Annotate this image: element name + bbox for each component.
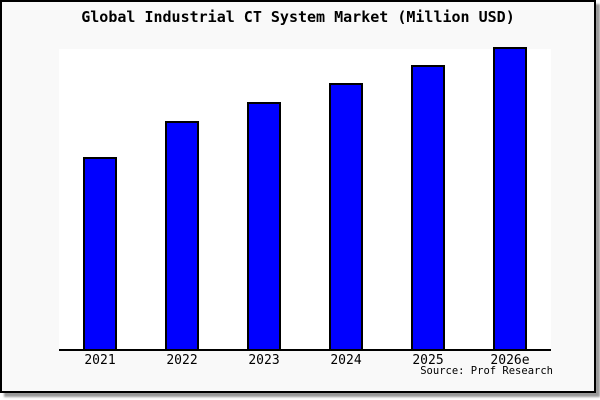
bar-2024 bbox=[329, 83, 363, 349]
bar-2026e bbox=[493, 47, 527, 349]
bar-2025 bbox=[411, 65, 445, 349]
bar-chart: Global Industrial CT System Market (Mill… bbox=[0, 0, 596, 393]
chart-title: Global Industrial CT System Market (Mill… bbox=[81, 8, 515, 26]
x-tick-label-2021: 2021 bbox=[84, 353, 116, 368]
x-tick-label-2025: 2025 bbox=[412, 353, 444, 368]
plot-area bbox=[59, 47, 551, 351]
source-label: Source: Prof Research bbox=[420, 365, 553, 377]
x-tick-label-2023: 2023 bbox=[248, 353, 280, 368]
bar-2022 bbox=[165, 121, 199, 349]
x-tick-label-2022: 2022 bbox=[166, 353, 198, 368]
x-tick-label-2024: 2024 bbox=[330, 353, 362, 368]
x-tick-label-2026e: 2026e bbox=[490, 353, 530, 368]
bar-2021 bbox=[83, 157, 117, 349]
bar-2023 bbox=[247, 102, 281, 349]
